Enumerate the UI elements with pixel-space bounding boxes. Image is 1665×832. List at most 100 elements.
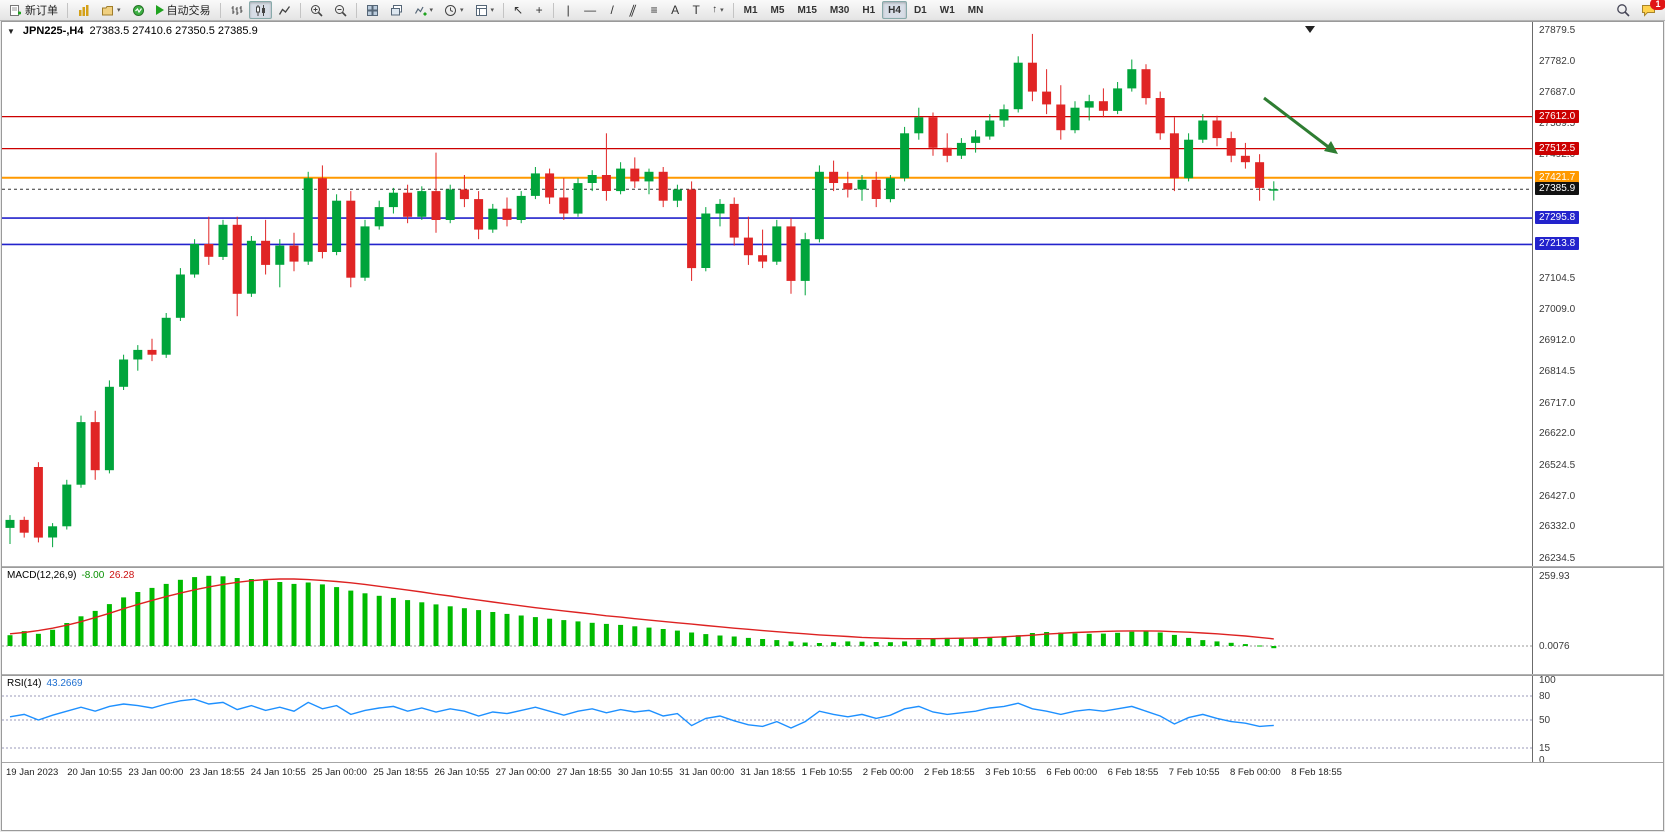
rsi-axis-label: 100	[1539, 675, 1556, 686]
price-axis-label: 27104.5	[1539, 273, 1576, 285]
timeframe-d1-button[interactable]: D1	[908, 1, 933, 19]
time-axis-label: 24 Jan 10:55	[250, 767, 306, 778]
text-tool-button[interactable]: A	[665, 1, 685, 19]
macd-signal-value: 26.28	[109, 570, 135, 581]
price-axis-label: 27009.0	[1539, 304, 1576, 316]
chart-symbol-period: JPN225-,H4	[22, 25, 84, 37]
timeframe-m30-button[interactable]: M30	[824, 1, 855, 19]
new-order-label: 新订单	[25, 5, 58, 17]
macd-panel-separator[interactable]	[2, 566, 1663, 568]
zoom-out-icon	[334, 4, 347, 17]
timeframe-m1-button[interactable]: M1	[738, 1, 764, 19]
market-watch-button[interactable]	[127, 1, 150, 19]
auto-trading-play-icon	[155, 5, 164, 15]
rsi-panel-separator[interactable]	[2, 674, 1663, 676]
templates-button[interactable]: ▾	[470, 1, 500, 19]
price-axis[interactable]: 27879.5 27782.0 27687.0 27589.5 27492.0 27104…	[1533, 22, 1663, 566]
timeframe-w1-button[interactable]: W1	[934, 1, 961, 19]
text-tool-icon: A	[671, 3, 680, 17]
timeframe-m5-button[interactable]: M5	[765, 1, 791, 19]
label-tool-icon: T	[692, 3, 700, 17]
profiles-button[interactable]: ▾	[96, 1, 126, 19]
time-axis-label: 2 Feb 18:55	[924, 767, 975, 778]
crosshair-tool-button[interactable]: +	[529, 1, 549, 19]
collapse-icon[interactable]: ▼	[7, 27, 15, 36]
cascade-windows-button[interactable]	[385, 1, 408, 19]
zoom-out-button[interactable]	[329, 1, 352, 19]
time-axis-label: 23 Jan 00:00	[128, 767, 184, 778]
time-axis-separator	[2, 762, 1663, 763]
price-axis-label: 27782.0	[1539, 56, 1576, 68]
search-button[interactable]	[1611, 1, 1635, 19]
candlestick-chart-button[interactable]	[248, 1, 272, 19]
market-watch-icon	[132, 4, 145, 17]
price-level-badge: 27295.8	[1535, 211, 1580, 225]
clock-icon	[444, 4, 457, 17]
notification-badge: 1	[1650, 0, 1665, 10]
time-axis-label: 20 Jan 10:55	[67, 767, 123, 778]
periods-dropdown-icon: ▾	[460, 7, 464, 14]
macd-panel[interactable]	[2, 568, 1532, 674]
time-axis-label: 2 Feb 00:00	[862, 767, 914, 778]
price-chart[interactable]	[2, 22, 1532, 566]
rsi-value: 43.2669	[46, 678, 83, 689]
macd-axis-label: 259.93	[1539, 570, 1570, 582]
price-axis-label: 26912.0	[1539, 335, 1576, 347]
rsi-label: RSI(14)	[7, 678, 42, 689]
time-axis-label: 31 Jan 18:55	[740, 767, 796, 778]
chart-shift-marker[interactable]	[1305, 26, 1315, 33]
bar-chart-button[interactable]	[225, 1, 248, 19]
time-axis[interactable]: 19 Jan 2023 20 Jan 10:55 23 Jan 00:00 23 Ja…	[2, 763, 1532, 783]
time-axis-label: 19 Jan 2023	[6, 767, 59, 778]
timeframe-h1-button[interactable]: H1	[856, 1, 881, 19]
new-order-icon	[9, 4, 22, 17]
timeframe-mn-button[interactable]: MN	[962, 1, 990, 19]
price-level-badge: 27385.9	[1535, 182, 1580, 196]
timeframe-m15-button[interactable]: M15	[791, 1, 822, 19]
cursor-tool-button[interactable]: ↖	[508, 1, 528, 19]
label-tool-button[interactable]: T	[686, 1, 706, 19]
price-axis-label: 26524.5	[1539, 459, 1576, 471]
line-chart-icon	[278, 4, 291, 17]
channel-tool-button[interactable]: ∥	[623, 1, 643, 19]
fibonacci-tool-button[interactable]: ≡	[644, 1, 664, 19]
line-chart-button[interactable]	[273, 1, 296, 19]
templates-dropdown-icon: ▾	[490, 7, 495, 14]
candlestick-chart-icon	[254, 4, 267, 17]
cursor-icon: ↖	[513, 3, 524, 17]
axis-border-line	[1532, 22, 1533, 763]
periods-button[interactable]: ▾	[439, 1, 469, 19]
vertical-line-tool-button[interactable]: |	[558, 1, 578, 19]
new-order-button[interactable]: 新订单	[4, 1, 63, 19]
time-axis-label: 25 Jan 18:55	[373, 767, 429, 778]
zoom-in-icon	[310, 4, 323, 17]
tile-windows-button[interactable]	[361, 1, 384, 19]
macd-label: MACD(12,26,9)	[7, 570, 77, 581]
horizontal-line-tool-button[interactable]: —	[579, 1, 601, 19]
chart-ohlc: 27383.5 27410.6 27350.5 27385.9	[89, 25, 258, 37]
time-axis-label: 8 Feb 18:55	[1291, 767, 1342, 778]
arrows-tool-button[interactable]: ↑ ▾	[707, 1, 729, 19]
timeframe-group: M1 M5 M15 M30 H1 H4 D1 W1 MN	[738, 1, 990, 19]
trendline-tool-button[interactable]: /	[602, 1, 622, 19]
macd-axis[interactable]: 259.93 0.0076	[1533, 568, 1663, 674]
zoom-in-button[interactable]	[305, 1, 328, 19]
bar-chart-icon	[230, 4, 243, 17]
charts-button[interactable]	[72, 1, 95, 19]
rsi-axis[interactable]: 100 80 50 15 0	[1533, 675, 1663, 766]
indicators-button[interactable]: ▾	[409, 1, 439, 19]
price-axis-label: 26622.0	[1539, 428, 1576, 440]
macd-main-value: -8.00	[81, 570, 105, 581]
arrows-dropdown-icon: ▾	[720, 7, 724, 14]
price-axis-label: 26332.0	[1539, 521, 1576, 533]
profiles-folder-icon	[101, 4, 114, 17]
auto-trading-button[interactable]: 自动交易	[151, 1, 216, 19]
notifications-button[interactable]: 1	[1636, 0, 1665, 19]
price-level-lines[interactable]	[2, 115, 1532, 246]
timeframe-h4-button[interactable]: H4	[882, 1, 907, 19]
time-axis-label: 27 Jan 18:55	[556, 767, 612, 778]
rsi-panel[interactable]	[2, 676, 1532, 762]
trend-arrow-annotation[interactable]	[1263, 96, 1338, 154]
trendline-icon: /	[610, 3, 614, 17]
arrows-tool-icon: ↑	[712, 4, 718, 15]
